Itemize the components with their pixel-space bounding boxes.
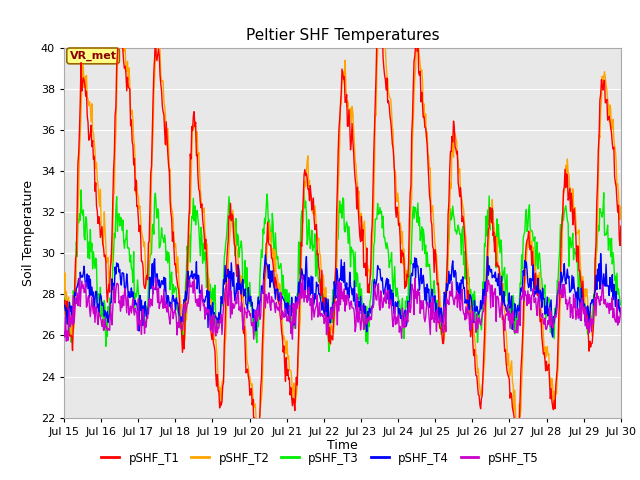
pSHF_T5 — [71, 308, 79, 313]
pSHF_T3 — [428, 293, 436, 299]
pSHF_T5 — [185, 296, 193, 301]
pSHF_T3 — [325, 348, 333, 354]
pSHF_T5 — [428, 316, 436, 322]
Legend: pSHF_T1, pSHF_T2, pSHF_T3, pSHF_T4, pSHF_T5: pSHF_T1, pSHF_T2, pSHF_T3, pSHF_T4, pSHF… — [97, 447, 543, 469]
pSHF_T4 — [410, 264, 418, 270]
pSHF_T3 — [617, 302, 625, 308]
Title: Peltier SHF Temperatures: Peltier SHF Temperatures — [246, 28, 439, 43]
pSHF_T1 — [617, 223, 625, 229]
Line: pSHF_T5: pSHF_T5 — [64, 276, 621, 341]
Text: VR_met: VR_met — [70, 51, 116, 61]
pSHF_T3 — [127, 265, 135, 271]
pSHF_T1 — [127, 117, 135, 123]
pSHF_T1 — [428, 218, 435, 224]
pSHF_T5 — [617, 305, 625, 311]
pSHF_T2 — [214, 358, 221, 363]
pSHF_T3 — [184, 252, 192, 258]
pSHF_T4 — [549, 334, 557, 340]
pSHF_T4 — [70, 299, 78, 304]
pSHF_T2 — [411, 75, 419, 81]
pSHF_T2 — [60, 290, 68, 296]
pSHF_T4 — [184, 268, 192, 274]
pSHF_T1 — [184, 246, 192, 252]
pSHF_T2 — [127, 111, 135, 117]
pSHF_T4 — [127, 285, 135, 291]
pSHF_T2 — [513, 443, 521, 449]
pSHF_T3 — [60, 296, 68, 302]
pSHF_T4 — [426, 305, 434, 311]
pSHF_T1 — [513, 437, 521, 443]
pSHF_T3 — [412, 205, 419, 211]
pSHF_T5 — [63, 338, 70, 344]
pSHF_T3 — [214, 324, 221, 330]
pSHF_T1 — [411, 53, 419, 59]
Line: pSHF_T1: pSHF_T1 — [64, 0, 621, 440]
pSHF_T5 — [214, 325, 222, 331]
pSHF_T2 — [184, 273, 192, 279]
Line: pSHF_T4: pSHF_T4 — [64, 253, 621, 337]
Y-axis label: Soil Temperature: Soil Temperature — [22, 180, 35, 286]
Line: pSHF_T3: pSHF_T3 — [64, 188, 621, 351]
pSHF_T4 — [617, 308, 625, 313]
Line: pSHF_T2: pSHF_T2 — [64, 0, 621, 446]
pSHF_T3 — [300, 185, 308, 191]
pSHF_T4 — [60, 302, 68, 308]
pSHF_T4 — [597, 251, 605, 256]
pSHF_T2 — [376, 0, 384, 1]
pSHF_T1 — [378, 0, 385, 3]
pSHF_T4 — [214, 315, 221, 321]
pSHF_T5 — [60, 329, 68, 335]
pSHF_T2 — [617, 204, 625, 209]
pSHF_T3 — [70, 292, 78, 298]
pSHF_T1 — [214, 372, 221, 377]
pSHF_T1 — [60, 300, 68, 306]
pSHF_T5 — [299, 273, 307, 279]
pSHF_T5 — [128, 304, 136, 310]
pSHF_T2 — [428, 209, 435, 215]
X-axis label: Time: Time — [327, 439, 358, 453]
pSHF_T1 — [70, 308, 78, 314]
pSHF_T5 — [412, 295, 419, 301]
pSHF_T2 — [70, 324, 78, 329]
